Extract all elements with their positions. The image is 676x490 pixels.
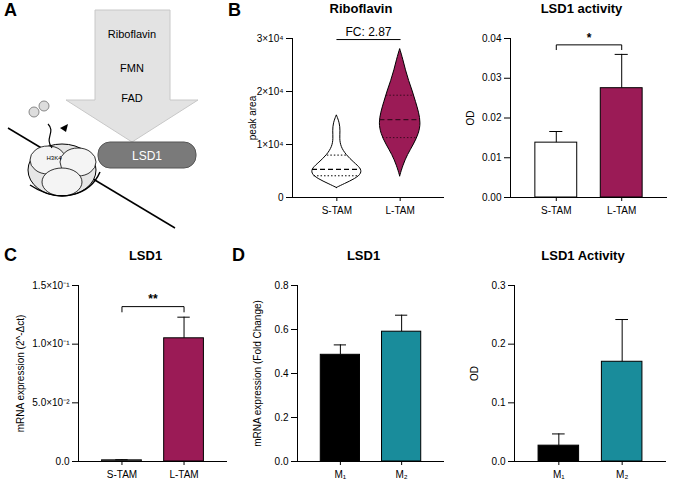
svg-text:0.0: 0.0 bbox=[492, 456, 506, 467]
svg-text:L-TAM: L-TAM bbox=[386, 205, 415, 216]
svg-text:mRNA expression (Fold Change): mRNA expression (Fold Change) bbox=[252, 300, 263, 447]
svg-text:FMN: FMN bbox=[120, 62, 144, 74]
svg-text:1.5×10⁻¹: 1.5×10⁻¹ bbox=[32, 280, 70, 291]
svg-text:0.2: 0.2 bbox=[492, 338, 506, 349]
svg-text:0.0: 0.0 bbox=[56, 456, 70, 467]
svg-text:H3K4: H3K4 bbox=[46, 155, 62, 161]
svg-text:0.03: 0.03 bbox=[482, 72, 502, 83]
svg-text:M₂: M₂ bbox=[396, 469, 408, 480]
svg-text:M₁: M₁ bbox=[335, 469, 347, 480]
svg-text:L-TAM: L-TAM bbox=[607, 205, 636, 216]
svg-text:0: 0 bbox=[278, 192, 284, 203]
html-text:C: C bbox=[4, 245, 17, 265]
html-text:LSD1: LSD1 bbox=[128, 248, 163, 263]
html-text:LSD1 activity: LSD1 activity bbox=[540, 1, 623, 16]
svg-text:L-TAM: L-TAM bbox=[169, 469, 198, 480]
svg-text:2×10⁴: 2×10⁴ bbox=[257, 86, 284, 97]
html-text:Riboflavin: Riboflavin bbox=[329, 1, 393, 16]
svg-text:M₁: M₁ bbox=[553, 469, 565, 480]
svg-text:S-TAM: S-TAM bbox=[107, 469, 137, 480]
svg-text:0.0: 0.0 bbox=[275, 456, 289, 467]
html-text:LSD1: LSD1 bbox=[346, 248, 381, 263]
svg-text:1×10⁴: 1×10⁴ bbox=[257, 139, 284, 150]
html-text:LSD1 Activity: LSD1 Activity bbox=[541, 248, 625, 263]
html-text:D: D bbox=[232, 245, 245, 265]
svg-text:M₂: M₂ bbox=[616, 469, 628, 480]
svg-text:*: * bbox=[587, 31, 592, 45]
svg-text:0.01: 0.01 bbox=[482, 152, 502, 163]
html-text:A: A bbox=[4, 0, 17, 20]
svg-text:0.00: 0.00 bbox=[482, 192, 502, 203]
svg-text:mRNA expression (2^-Δct): mRNA expression (2^-Δct) bbox=[15, 315, 26, 433]
svg-text:S-TAM: S-TAM bbox=[541, 205, 571, 216]
svg-text:0.6: 0.6 bbox=[275, 324, 289, 335]
svg-text:S-TAM: S-TAM bbox=[322, 205, 352, 216]
svg-text:0.2: 0.2 bbox=[275, 412, 289, 423]
svg-text:5.0×10⁻²: 5.0×10⁻² bbox=[32, 397, 70, 408]
svg-text:0.02: 0.02 bbox=[482, 112, 502, 123]
svg-text:FAD: FAD bbox=[121, 92, 142, 104]
svg-text:0.1: 0.1 bbox=[492, 397, 506, 408]
svg-text:**: ** bbox=[148, 292, 158, 306]
svg-text:0.4: 0.4 bbox=[275, 368, 289, 379]
svg-text:OD: OD bbox=[465, 111, 476, 126]
svg-text:1.0×10⁻¹: 1.0×10⁻¹ bbox=[32, 338, 70, 349]
svg-text:Riboflavin: Riboflavin bbox=[108, 28, 156, 40]
svg-text:0.8: 0.8 bbox=[275, 280, 289, 291]
svg-text:peak area: peak area bbox=[247, 95, 258, 140]
html-text:B: B bbox=[228, 0, 241, 20]
svg-text:3×10⁴: 3×10⁴ bbox=[257, 33, 284, 44]
svg-text:0.3: 0.3 bbox=[492, 280, 506, 291]
svg-text:LSD1: LSD1 bbox=[132, 149, 162, 163]
svg-text:OD: OD bbox=[469, 366, 480, 381]
svg-text:0.04: 0.04 bbox=[482, 33, 502, 44]
svg-text:FC: 2.87: FC: 2.87 bbox=[345, 25, 391, 39]
